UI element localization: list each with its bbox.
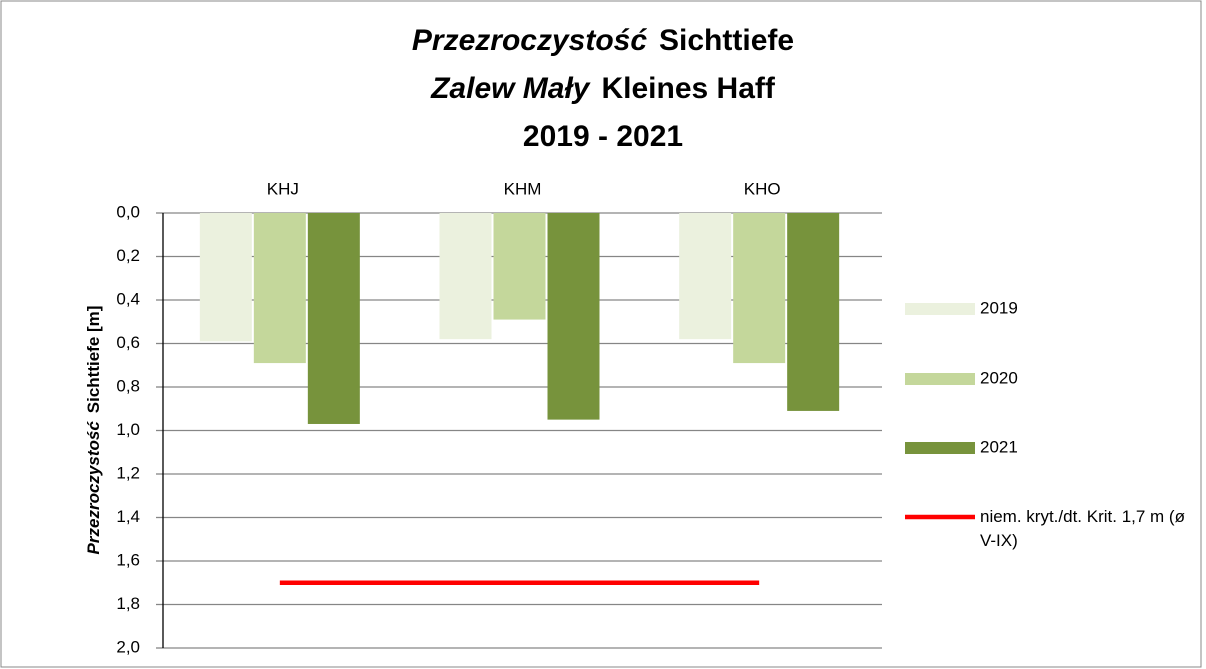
bar <box>733 213 786 364</box>
legend-label: 2021 <box>980 437 1018 456</box>
title-line: Przezroczystość Sichttiefe <box>412 24 794 57</box>
y-axis-label: Przezroczystość Sichttiefe [m] <box>84 306 103 555</box>
bar <box>439 213 492 340</box>
legend-swatch <box>905 373 975 385</box>
title-de: 2019 - 2021 <box>523 120 683 153</box>
y-tick-label: 1,6 <box>116 550 140 569</box>
y-tick-label: 0,2 <box>116 246 140 265</box>
ylabel-pl: Przezroczystość <box>84 421 103 555</box>
bar <box>199 213 252 342</box>
y-tick-label: 0,4 <box>116 289 140 308</box>
y-tick-label: 1,2 <box>116 463 140 482</box>
y-tick-label: 0,8 <box>116 376 140 395</box>
y-tick-label: 2,0 <box>116 637 140 656</box>
legend-label: 2020 <box>980 368 1018 387</box>
title-line: 2019 - 2021 <box>523 120 683 153</box>
legend-swatch <box>905 442 975 454</box>
y-tick-label: 1,8 <box>116 594 140 613</box>
y-tick-label: 0,6 <box>116 333 140 352</box>
y-tick-label: 0,0 <box>116 202 140 221</box>
title-de: Kleines Haff <box>602 72 776 105</box>
bar <box>547 213 600 420</box>
title-pl: Zalew Mały <box>430 72 591 105</box>
x-tick-label: KHJ <box>267 179 299 198</box>
ylabel-de: Sichttiefe [m] <box>84 306 103 414</box>
y-tick-label: 1,4 <box>116 507 140 526</box>
legend-label: 2019 <box>980 298 1018 317</box>
title-pl: Przezroczystość <box>412 24 647 57</box>
bar <box>493 213 546 320</box>
bar <box>307 213 360 424</box>
legend-label: niem. kryt./dt. Krit. 1,7 m (ø V-IX) <box>980 507 1185 550</box>
x-tick-label: KHO <box>744 179 781 198</box>
bar <box>679 213 732 340</box>
title-line: Zalew Mały Kleines Haff <box>430 72 776 105</box>
x-tick-label: KHM <box>504 179 542 198</box>
bar <box>787 213 840 411</box>
y-tick-label: 1,0 <box>116 420 140 439</box>
bar <box>253 213 306 364</box>
title-de: Sichttiefe <box>659 24 794 57</box>
legend-swatch <box>905 303 975 315</box>
